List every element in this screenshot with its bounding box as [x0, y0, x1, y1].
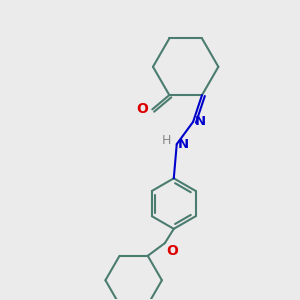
- Text: O: O: [166, 244, 178, 258]
- Text: N: N: [178, 138, 189, 151]
- Text: N: N: [195, 115, 206, 128]
- Text: O: O: [136, 102, 148, 116]
- Text: H: H: [162, 134, 171, 147]
